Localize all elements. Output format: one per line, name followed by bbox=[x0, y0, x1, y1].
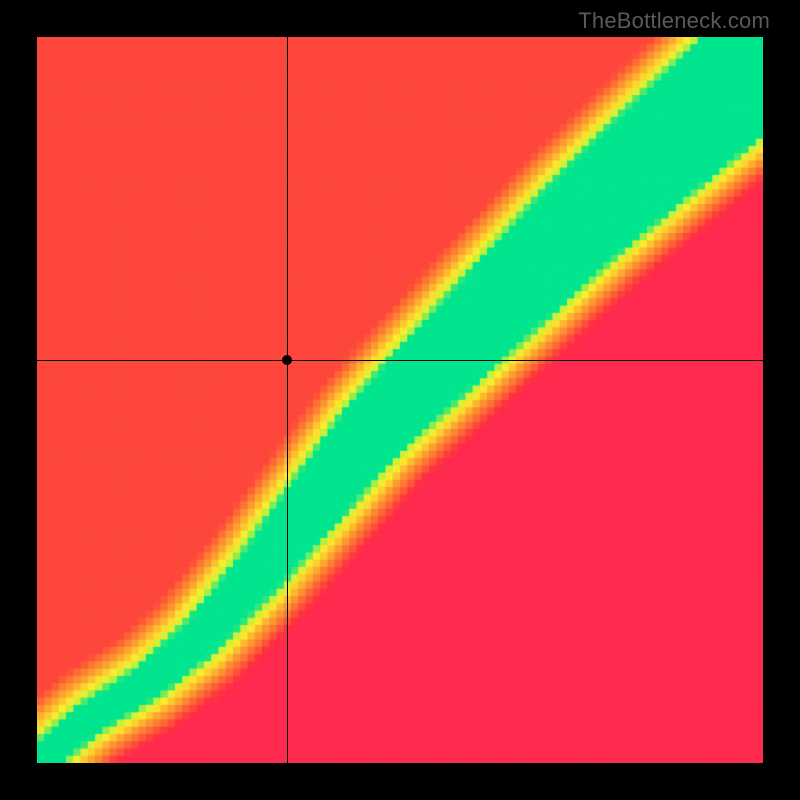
crosshair-vertical bbox=[287, 37, 288, 763]
heatmap-canvas bbox=[37, 37, 763, 763]
crosshair-horizontal bbox=[37, 360, 763, 361]
heatmap-plot bbox=[37, 37, 763, 763]
marker-dot bbox=[282, 355, 292, 365]
watermark-text: TheBottleneck.com bbox=[578, 8, 770, 34]
